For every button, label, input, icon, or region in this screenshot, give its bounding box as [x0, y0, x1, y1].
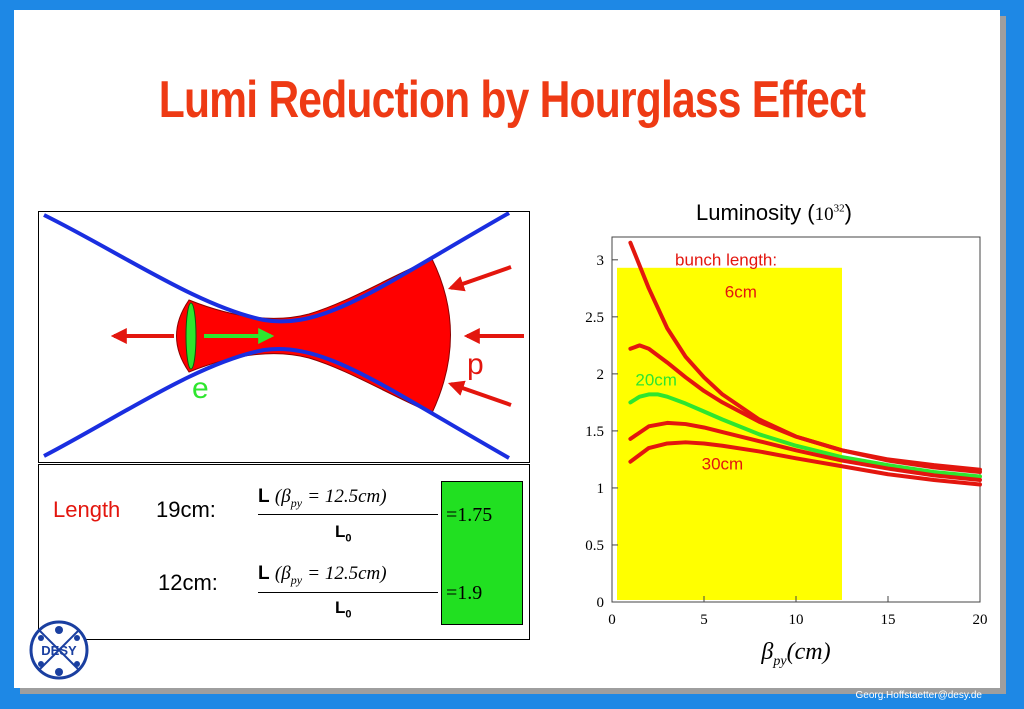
row2-numerator: L (βpy = 12.5cm) — [258, 563, 387, 588]
electron-bunch — [185, 302, 197, 370]
desy-logo: DESY — [29, 620, 89, 680]
series-line-4 — [628, 420, 982, 482]
row1-numerator: L (βpy = 12.5cm) — [258, 486, 387, 511]
row1-fraction-line — [258, 514, 438, 515]
row2-numerator-sub: py — [290, 572, 303, 587]
series-line-3 — [628, 392, 982, 479]
row2-numerator-L: L — [258, 563, 270, 584]
luminosity-chart: 0 0.5 1 1.5 2 2.5 3 0 5 10 15 20 bunch length: 6cm 20c… — [585, 236, 988, 669]
series-line-2 — [628, 343, 982, 474]
y-tick-label: 0 — [597, 595, 605, 611]
row1-result: =1.75 — [446, 504, 493, 526]
row2-result: =1.9 — [446, 582, 483, 604]
proton-label: p — [467, 348, 484, 381]
x-tick-label: 20 — [973, 612, 988, 628]
row1-length: 19cm: — [156, 497, 216, 522]
y-tick-label: 3 — [597, 253, 605, 269]
row1-denominator-sub: 0 — [345, 532, 352, 545]
row1-numerator-L: L — [258, 486, 270, 507]
x-tick-label: 10 — [789, 612, 804, 628]
row2-denominator-sub: 0 — [345, 608, 352, 621]
chart-title-base: 10 — [814, 204, 834, 225]
annotation-30cm: 30cm — [702, 455, 744, 474]
x-tick-label: 15 — [881, 612, 896, 628]
lower-envelope — [43, 347, 510, 460]
row1-numerator-beta: (β — [274, 486, 291, 507]
proton-bunch — [176, 258, 451, 414]
chart-title: Luminosity (1032) — [696, 200, 852, 226]
hourglass-diagram: e p — [38, 211, 530, 463]
y-tick-label: 2 — [597, 367, 605, 383]
chart-title-suffix: ) — [844, 200, 852, 225]
row1-numerator-sub: py — [290, 495, 303, 510]
row1-denominator-L: L — [335, 522, 346, 541]
proton-arrow-lower — [447, 380, 512, 407]
annotation-6cm: 6cm — [725, 282, 757, 301]
length-label: Length — [53, 497, 121, 522]
row2-numerator-beta: (β — [274, 563, 291, 584]
y-tick-label: 0.5 — [585, 538, 604, 554]
logo-text: DESY — [41, 643, 77, 658]
chart-title-prefix: Luminosity ( — [696, 200, 815, 225]
series-line-5 — [628, 440, 982, 487]
x-tick-label: 0 — [608, 612, 616, 628]
row2-length: 12cm: — [158, 570, 218, 595]
row2-fraction-line — [258, 592, 438, 593]
upper-envelope — [43, 211, 510, 324]
page-title: Lumi Reduction by Hourglass Effect — [158, 71, 866, 129]
proton-arrow-upper — [447, 265, 512, 292]
row1-numerator-rest: = 12.5cm) — [307, 486, 387, 507]
y-tick-label: 2.5 — [585, 310, 604, 326]
y-tick-label: 1 — [597, 481, 605, 497]
x-tick-label: 5 — [700, 612, 708, 628]
footer-email: Georg.Hoffstaetter@desy.de — [855, 690, 982, 701]
result-highlight — [441, 481, 523, 625]
chart-title-exp: 32 — [833, 202, 845, 215]
electron-label: e — [192, 372, 209, 405]
y-tick-label: 1.5 — [585, 424, 604, 440]
row2-denominator: L0 — [335, 598, 352, 620]
row1-denominator: L0 — [335, 522, 352, 544]
hourglass-svg: e p — [43, 211, 524, 460]
x-axis-label: βpy(cm) — [760, 639, 830, 669]
annotation-bunch-length: bunch length: — [675, 251, 777, 270]
row2-denominator-L: L — [335, 598, 346, 617]
annotation-20cm: 20cm — [635, 370, 677, 389]
row2-numerator-rest: = 12.5cm) — [307, 563, 387, 584]
